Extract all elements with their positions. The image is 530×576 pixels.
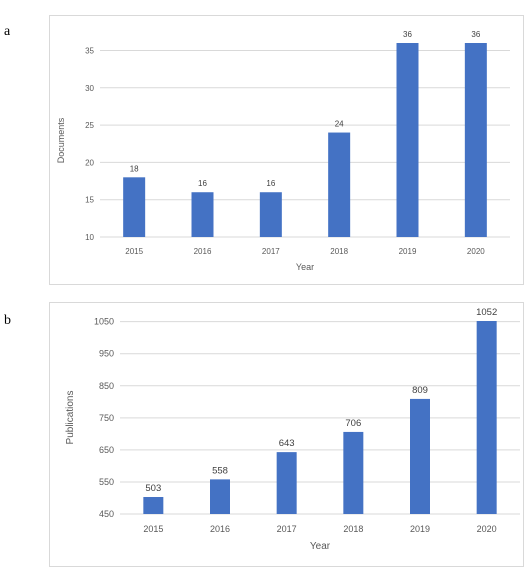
chart-a-bar-2018 (328, 132, 351, 237)
chart-b-x-tick-label: 2018 (343, 524, 363, 534)
chart-a: 10 15 20 25 30 35 18 2015 16 2016 16 2017 24 2018 36 20… (56, 30, 510, 272)
chart-a-bar-2020 (464, 43, 487, 237)
chart-a-bar-2017 (259, 192, 282, 237)
chart-b-y-tick-label: 650 (99, 445, 114, 455)
chart-a-x-axis-title: Year (296, 262, 314, 272)
chart-b-y-tick-label: 550 (99, 477, 114, 487)
chart-b-y-tick-label: 950 (99, 349, 114, 359)
chart-b-data-label: 503 (145, 483, 161, 494)
chart-b-bar-2019 (410, 398, 430, 514)
chart-b-bar-2020 (476, 321, 497, 514)
chart-b-y-axis-title: Publications (65, 391, 76, 445)
chart-a-y-tick-label: 30 (85, 84, 94, 93)
chart-b-y-tick-label: 750 (99, 413, 114, 423)
chart-a-container: 10 15 20 25 30 35 18 2015 16 2016 16 2017 24 2018 36 20… (49, 15, 524, 285)
chart-a-data-label: 16 (198, 179, 207, 188)
chart-b-data-label: 1052 (476, 307, 497, 318)
chart-b-x-tick-label: 2017 (277, 524, 297, 534)
chart-b-data-label: 558 (212, 465, 228, 476)
chart-a-bar-2015 (123, 177, 146, 237)
chart-a-y-tick-label: 10 (85, 233, 94, 242)
chart-a-bar-2016 (191, 192, 214, 237)
chart-b-bar-2015 (143, 497, 164, 514)
chart-a-data-label: 36 (403, 30, 412, 39)
chart-a-x-tick-label: 2020 (467, 247, 485, 256)
chart-a-x-tick-label: 2017 (262, 247, 280, 256)
chart-b: 450 550 650 750 850 950 1050 503 2015 558 2016 643 2… (65, 307, 520, 552)
chart-b-data-label: 706 (345, 418, 361, 429)
chart-b-x-tick-label: 2015 (143, 524, 163, 534)
chart-b-data-label: 643 (279, 438, 295, 449)
chart-a-data-label: 18 (130, 164, 139, 173)
chart-a-bar-2019 (396, 43, 419, 237)
chart-a-x-tick-label: 2018 (330, 247, 348, 256)
chart-b-bar-2017 (276, 452, 297, 514)
panel-label-b: b (4, 313, 11, 328)
chart-a-data-label: 16 (266, 179, 275, 188)
chart-a-x-tick-label: 2019 (399, 247, 417, 256)
chart-b-y-tick-label: 1050 (94, 317, 114, 327)
chart-a-x-tick-label: 2016 (194, 247, 212, 256)
chart-b-x-tick-label: 2016 (210, 524, 230, 534)
chart-b-bar-2016 (210, 479, 230, 514)
chart-b-data-label: 809 (412, 385, 428, 396)
chart-a-data-label: 36 (471, 30, 480, 39)
chart-b-y-tick-label: 850 (99, 381, 114, 391)
panel-label-a: a (4, 24, 11, 39)
chart-a-y-axis-title: Documents (56, 117, 66, 163)
chart-a-y-tick-label: 15 (85, 196, 94, 205)
chart-b-x-axis-title: Year (310, 541, 331, 552)
chart-b-bar-2018 (343, 431, 364, 514)
chart-a-data-label: 24 (335, 120, 344, 129)
chart-a-x-tick-label: 2015 (125, 247, 143, 256)
chart-b-y-tick-label: 450 (99, 509, 114, 519)
chart-b-x-tick-label: 2019 (410, 524, 430, 534)
chart-a-y-tick-label: 20 (85, 158, 94, 167)
chart-a-y-tick-label: 35 (85, 46, 94, 55)
chart-a-y-tick-label: 25 (85, 121, 94, 130)
chart-b-container: 450 550 650 750 850 950 1050 503 2015 558 2016 643 2… (49, 302, 524, 567)
chart-b-x-tick-label: 2020 (477, 524, 497, 534)
